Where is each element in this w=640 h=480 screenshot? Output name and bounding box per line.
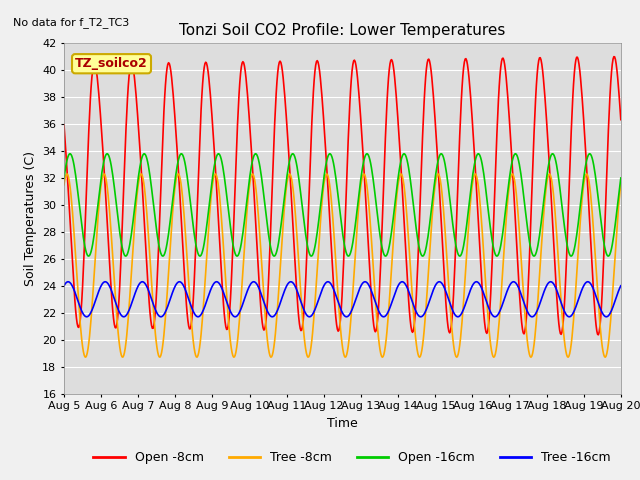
Tree -16cm: [428, 291, 436, 297]
Line: Tree -16cm: Tree -16cm: [64, 282, 621, 317]
Open -8cm: [610, 54, 618, 60]
X-axis label: Time: Time: [327, 417, 358, 430]
Line: Open -8cm: Open -8cm: [64, 57, 621, 335]
Tree -16cm: [60, 283, 68, 288]
Line: Open -16cm: Open -16cm: [64, 154, 621, 256]
Open -8cm: [617, 117, 625, 122]
Text: TZ_soilco2: TZ_soilco2: [75, 57, 148, 70]
Tree -8cm: [214, 176, 221, 182]
Open -8cm: [127, 60, 135, 66]
Open -16cm: [60, 175, 68, 181]
Tree -8cm: [410, 317, 418, 323]
Open -8cm: [595, 332, 602, 338]
Tree -16cm: [212, 279, 220, 285]
Tree -8cm: [184, 268, 192, 274]
Open -16cm: [70, 162, 78, 168]
Open -16cm: [493, 253, 500, 259]
Tree -16cm: [184, 294, 192, 300]
Open -8cm: [184, 318, 192, 324]
Open -16cm: [410, 208, 418, 214]
Tree -16cm: [70, 287, 78, 293]
Tree -8cm: [490, 354, 498, 360]
Open -16cm: [617, 175, 625, 181]
Tree -16cm: [617, 283, 625, 288]
Open -16cm: [214, 152, 221, 157]
Tree -16cm: [127, 301, 135, 307]
Open -16cm: [127, 231, 135, 237]
Open -16cm: [474, 151, 482, 156]
Tree -8cm: [426, 240, 434, 246]
Open -8cm: [410, 324, 418, 329]
Legend: Open -8cm, Tree -8cm, Open -16cm, Tree -16cm: Open -8cm, Tree -8cm, Open -16cm, Tree -…: [88, 446, 616, 469]
Y-axis label: Soil Temperatures (C): Soil Temperatures (C): [24, 151, 36, 286]
Open -16cm: [426, 216, 434, 222]
Tree -16cm: [412, 308, 419, 313]
Line: Tree -8cm: Tree -8cm: [64, 174, 621, 357]
Tree -8cm: [127, 270, 135, 276]
Tree -8cm: [70, 231, 78, 237]
Open -8cm: [214, 198, 221, 204]
Tree -8cm: [60, 182, 68, 188]
Open -16cm: [184, 179, 192, 185]
Title: Tonzi Soil CO2 Profile: Lower Temperatures: Tonzi Soil CO2 Profile: Lower Temperatur…: [179, 23, 506, 38]
Open -8cm: [60, 122, 68, 128]
Tree -16cm: [231, 314, 239, 320]
Tree -8cm: [617, 182, 625, 188]
Tree -16cm: [214, 279, 222, 285]
Text: No data for f_T2_TC3: No data for f_T2_TC3: [13, 17, 129, 28]
Open -8cm: [70, 286, 78, 292]
Open -8cm: [426, 62, 434, 68]
Tree -8cm: [472, 171, 479, 177]
